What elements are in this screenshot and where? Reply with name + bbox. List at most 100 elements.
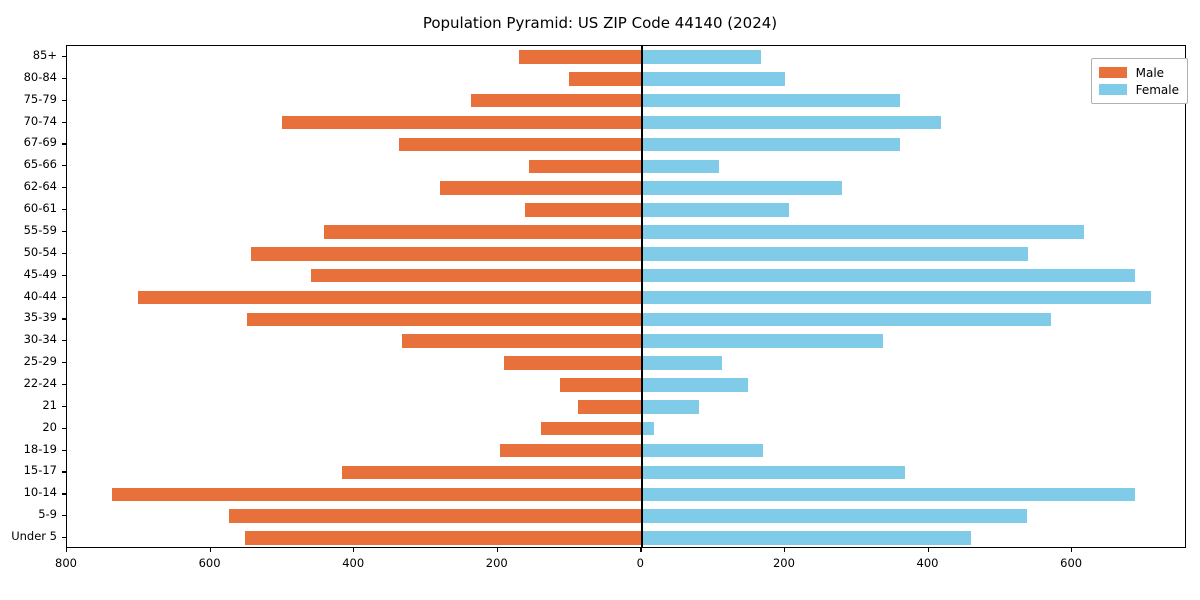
bar-row [67, 290, 1185, 305]
y-axis-label-under-5: Under 5 [11, 529, 57, 544]
bar-male [311, 268, 642, 283]
zero-axis-line [641, 46, 643, 547]
y-axis-tick [62, 449, 66, 451]
x-axis-label: 400 [916, 556, 939, 570]
x-axis-tick [1071, 548, 1073, 552]
legend-label-male: Male [1135, 65, 1165, 80]
bar-male [138, 290, 642, 305]
bar-row [67, 72, 1185, 86]
y-axis-tick [62, 274, 66, 276]
bar-row [67, 487, 1185, 502]
bar-male [228, 509, 642, 523]
y-axis-label-18-19: 18-19 [23, 441, 57, 456]
bar-male [471, 93, 642, 108]
bar-male [578, 400, 642, 414]
y-axis-tick [62, 165, 66, 167]
y-axis-tick [62, 340, 66, 342]
y-axis-tick [62, 252, 66, 254]
x-axis-tick [783, 548, 786, 552]
bar-row [67, 137, 1185, 152]
y-axis-label-30-34: 30-34 [23, 332, 57, 347]
bar-female [641, 115, 941, 130]
bar-male [282, 115, 642, 130]
bar-female [641, 93, 900, 108]
bar-row [67, 246, 1185, 261]
y-axis-tick [62, 537, 66, 539]
bar-female [641, 378, 748, 392]
y-axis-tick [62, 77, 66, 79]
y-axis-tick [62, 230, 66, 233]
y-axis-label-70-74: 70-74 [23, 113, 57, 128]
bar-row [67, 159, 1185, 174]
bar-row [67, 203, 1185, 217]
bar-row [67, 225, 1185, 239]
bar-male [559, 378, 642, 392]
bar-female [641, 465, 905, 480]
legend-item-female: Female [1098, 81, 1179, 98]
bar-male [503, 356, 642, 370]
y-axis-label-62-64: 62-64 [23, 179, 57, 194]
bar-female [641, 50, 762, 64]
bar-row [67, 334, 1185, 348]
bar-row [67, 312, 1185, 327]
y-axis-tick [62, 99, 66, 101]
bar-male [247, 312, 642, 327]
y-axis-tick [62, 55, 66, 58]
bar-female [641, 268, 1135, 283]
y-axis-tick [62, 471, 66, 473]
bar-male [540, 421, 642, 436]
bar-female [641, 356, 723, 370]
y-axis-label-50-54: 50-54 [23, 244, 57, 259]
bar-female [641, 443, 763, 458]
y-axis-label-85-: 85+ [32, 47, 57, 62]
bar-row [67, 531, 1185, 545]
x-axis-tick [66, 548, 68, 552]
bar-male [398, 137, 642, 152]
x-axis-label: 200 [772, 556, 795, 570]
y-axis-label-67-69: 67-69 [23, 135, 57, 150]
bar-female [641, 312, 1051, 327]
legend-swatch-male-icon [1098, 67, 1127, 78]
y-axis-tick [62, 383, 66, 386]
bar-female [641, 290, 1152, 305]
y-axis-label-65-66: 65-66 [23, 157, 57, 172]
y-axis-tick [62, 121, 66, 123]
bar-female [641, 225, 1085, 239]
y-axis-label-45-49: 45-49 [23, 266, 57, 281]
bar-female [641, 181, 843, 195]
legend-swatch-female-icon [1098, 84, 1127, 95]
bar-male [568, 72, 642, 86]
x-axis-tick [640, 548, 642, 552]
legend-item-male: Male [1098, 64, 1179, 81]
y-axis-tick [62, 143, 66, 145]
y-axis-label-80-84: 80-84 [23, 69, 57, 84]
plot-area [66, 45, 1186, 548]
bar-male [439, 181, 642, 195]
legend: Male Female [1090, 58, 1188, 104]
bar-female [641, 509, 1027, 523]
y-axis-tick [62, 493, 66, 495]
y-axis-label-60-61: 60-61 [23, 201, 57, 216]
x-axis-tick [209, 548, 211, 552]
bar-male [402, 334, 642, 348]
bar-row [67, 356, 1185, 370]
y-axis-label-40-44: 40-44 [23, 288, 57, 303]
bar-female [641, 400, 700, 414]
bar-female [641, 203, 790, 217]
x-axis-label: 200 [485, 556, 508, 570]
bar-row [67, 421, 1185, 436]
bar-male [525, 203, 642, 217]
x-axis-tick [353, 548, 355, 552]
x-axis-tick [927, 548, 929, 552]
y-axis-tick [62, 515, 66, 517]
y-axis-label-20: 20 [42, 419, 57, 434]
bar-female [641, 159, 719, 174]
y-axis-tick [62, 427, 66, 429]
bar-row [67, 443, 1185, 458]
y-axis-tick [62, 296, 66, 298]
x-axis-label: 600 [198, 556, 221, 570]
y-axis-label-55-59: 55-59 [23, 222, 57, 237]
bar-row [67, 400, 1185, 414]
bar-row [67, 50, 1185, 64]
bar-female [641, 421, 655, 436]
